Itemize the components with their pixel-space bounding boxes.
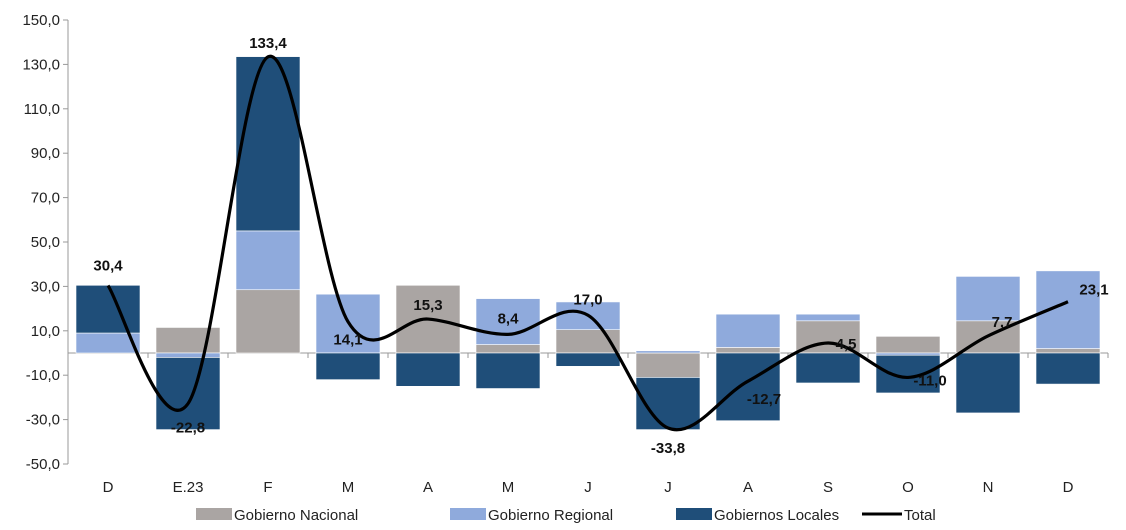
y-tick-label: 70,0 [31, 190, 60, 207]
x-axis: D E.23 F M A M J J A S O N D [67, 352, 1109, 496]
bar-segment-locales [315, 352, 381, 380]
bar-segment-regional [715, 313, 781, 348]
total-line-series [106, 55, 1069, 432]
bar-segment-nacional [875, 336, 941, 354]
bar-segment-locales [235, 56, 301, 232]
y-tick-label: 10,0 [31, 323, 60, 340]
legend-swatch-locales [676, 508, 712, 520]
x-category-label: M [342, 479, 355, 496]
total-data-label: 4,5 [836, 336, 857, 353]
total-data-label: 17,0 [573, 291, 602, 308]
y-tick-label: 110,0 [24, 101, 60, 118]
bar-segment-locales [475, 352, 541, 389]
total-line [106, 55, 1069, 432]
x-category-label: M [502, 479, 515, 496]
total-data-label: -33,8 [651, 440, 685, 457]
y-axis: 150,0 130,0 110,0 90,0 70,0 50,0 30,0 10,0 -10,0… [22, 12, 69, 473]
legend-label-total: Total [904, 507, 936, 524]
bar-segment-locales [155, 357, 221, 430]
y-tick-label: 150,0 [22, 12, 60, 29]
bar-segment-locales [395, 352, 461, 387]
x-category-label: A [743, 479, 753, 496]
bar-segment-locales [795, 352, 861, 384]
bar-segment-locales [955, 352, 1021, 414]
bar-segment-locales [1035, 352, 1101, 385]
x-category-label: N [983, 479, 994, 496]
x-category-label: J [664, 479, 672, 496]
total-data-label: 23,1 [1079, 282, 1108, 299]
bar-segment-regional [235, 230, 301, 291]
bar-segment-nacional [235, 289, 301, 354]
total-data-label: 30,4 [93, 258, 123, 275]
total-data-label: -22,8 [171, 420, 205, 437]
total-data-label: -12,7 [747, 391, 781, 408]
y-tick-label: 30,0 [31, 278, 60, 295]
y-tick-label: 130,0 [22, 56, 60, 73]
bar-segment-regional [475, 298, 541, 345]
x-category-label: D [103, 479, 114, 496]
bar-segment-regional [875, 352, 941, 356]
y-tick-label: -30,0 [26, 412, 60, 429]
total-data-label: 14,1 [333, 332, 362, 349]
bar-segment-locales [875, 354, 941, 394]
x-category-label: A [423, 479, 433, 496]
x-category-label: O [902, 479, 914, 496]
legend-label-locales: Gobiernos Locales [714, 507, 839, 524]
bar-segment-regional [795, 313, 861, 322]
bar-segment-regional [955, 276, 1021, 322]
total-data-label: 133,4 [249, 35, 287, 52]
legend-swatch-nacional [196, 508, 232, 520]
bar-segment-nacional [635, 352, 701, 378]
bar-segment-nacional [715, 347, 781, 354]
y-tick-label: 50,0 [31, 234, 60, 251]
x-category-label: J [584, 479, 592, 496]
total-data-label: 7,7 [992, 314, 1013, 331]
bar-segment-locales [555, 352, 621, 367]
bar-segment-nacional [475, 344, 541, 354]
bar-segment-regional [155, 352, 221, 358]
x-category-label: S [823, 479, 833, 496]
total-data-label: 8,4 [498, 310, 520, 327]
bar-segment-locales [75, 284, 141, 334]
legend-swatch-regional [450, 508, 486, 520]
bar-segment-nacional [1035, 348, 1101, 354]
x-category-label: E.23 [173, 479, 204, 496]
bar-segment-locales [715, 352, 781, 422]
legend: Gobierno Nacional Gobierno Regional Gobier… [196, 507, 936, 524]
bar-segment-regional [635, 350, 701, 354]
y-tick-label: -10,0 [26, 367, 60, 384]
x-category-label: F [263, 479, 272, 496]
total-data-label: 15,3 [413, 297, 442, 314]
legend-label-nacional: Gobierno Nacional [234, 507, 358, 524]
total-data-label: -11,0 [913, 372, 946, 389]
legend-label-regional: Gobierno Regional [488, 507, 613, 524]
y-tick-label: 90,0 [31, 145, 60, 162]
data-labels: 30,4 -22,8 133,4 14,1 15,3 8,4 17,0 -33,8 -12,7 4… [93, 35, 1108, 457]
y-tick-label: -50,0 [26, 456, 60, 473]
x-category-label: D [1063, 479, 1074, 496]
